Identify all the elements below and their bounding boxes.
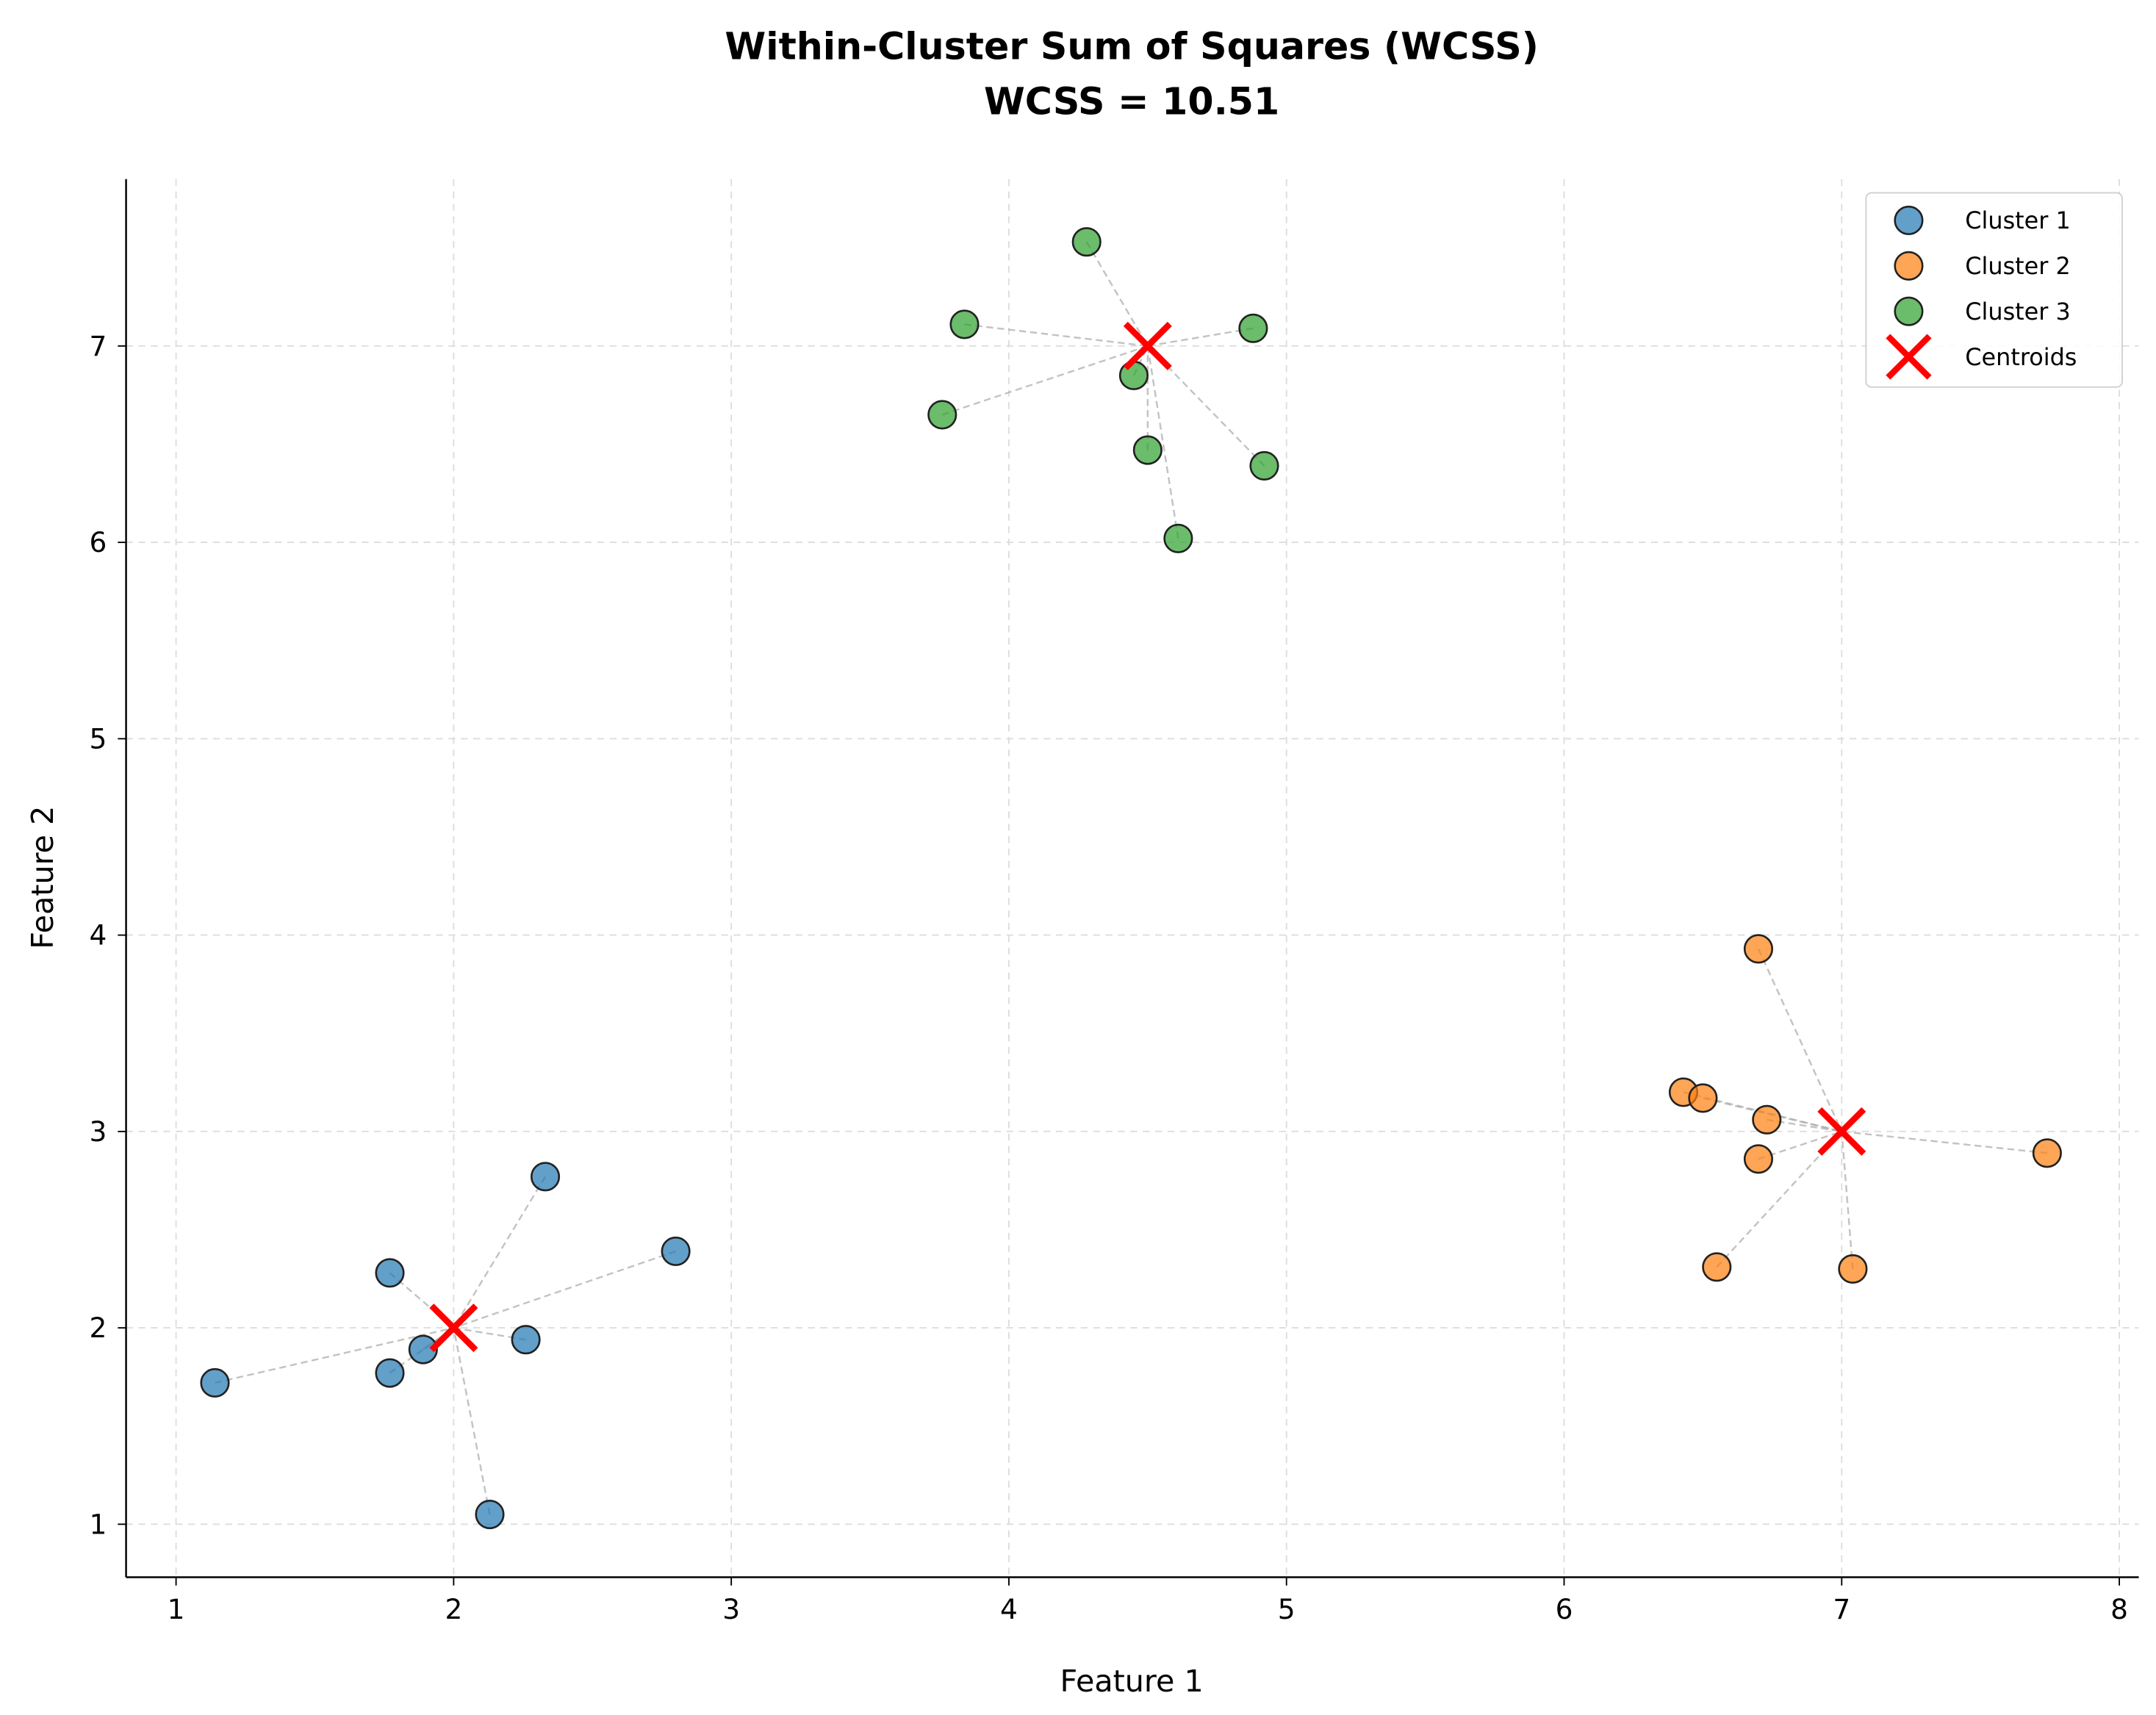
cluster-2-point <box>1743 1144 1774 1174</box>
y-tick-label: 7 <box>89 330 107 362</box>
distance-line <box>1841 1130 2047 1154</box>
distance-line <box>1146 345 1265 467</box>
y-tick-label: 4 <box>89 919 107 952</box>
x-tick-label: 6 <box>1556 1593 1573 1625</box>
legend: Cluster 1 Cluster 2 Cluster 3 Centroids <box>1865 192 2123 388</box>
distance-line <box>1841 1131 1854 1270</box>
cluster-1-point <box>200 1367 230 1398</box>
chart-title: Within-Cluster Sum of Squares (WCSS) <box>725 25 1538 68</box>
x-tick-label: 1 <box>168 1593 185 1625</box>
distance-line <box>1147 327 1254 348</box>
distance-line <box>453 1327 491 1515</box>
x-tick-label: 4 <box>1000 1593 1018 1625</box>
distance-line <box>453 1176 547 1329</box>
y-axis-label: Feature 2 <box>25 806 60 949</box>
distance-line <box>1757 948 1843 1132</box>
legend-marker-cluster-1 <box>1894 205 1924 236</box>
x-tick-label: 8 <box>2110 1593 2128 1625</box>
distance-line <box>1716 1131 1843 1268</box>
cluster-3-point <box>949 309 980 339</box>
y-tick-label: 2 <box>89 1312 107 1344</box>
chart-subtitle: WCSS = 10.51 <box>984 80 1279 123</box>
cluster-1-point <box>511 1325 541 1355</box>
centroid-marker <box>1886 334 1932 380</box>
distance-line <box>453 1250 676 1329</box>
cluster-2-point <box>1743 934 1774 964</box>
data-points <box>200 227 2062 1530</box>
x-tick-label: 7 <box>1833 1593 1850 1625</box>
y-tick-label: 6 <box>89 526 107 558</box>
cluster-1-point <box>375 1358 405 1388</box>
cluster-3-point <box>1071 227 1102 257</box>
x-tick-label: 3 <box>722 1593 740 1625</box>
x-axis-label: Feature 1 <box>1060 1664 1204 1699</box>
cluster-1-point <box>530 1162 561 1192</box>
distance-lines <box>215 241 2047 1515</box>
y-tick-label: 1 <box>89 1508 107 1540</box>
y-tick-label: 3 <box>89 1115 107 1148</box>
centroid-marker <box>1817 1107 1866 1156</box>
distance-line <box>215 1326 454 1384</box>
distance-line <box>941 345 1149 416</box>
cluster-3-point <box>1249 450 1279 481</box>
cluster-2-point <box>1688 1083 1718 1113</box>
cluster-2-point <box>1752 1104 1782 1135</box>
x-tick-label: 2 <box>445 1593 462 1625</box>
cluster-3-point <box>1132 435 1163 465</box>
grid <box>126 179 2139 1578</box>
legend-marker-cluster-2 <box>1894 251 1924 281</box>
cluster-1-point <box>408 1334 438 1365</box>
centroid-marker <box>1123 321 1172 370</box>
cluster-2-point <box>1702 1252 1732 1282</box>
x-tick-label: 5 <box>1278 1593 1296 1625</box>
cluster-2-point <box>1838 1254 1868 1284</box>
cluster-3-point <box>1238 313 1268 343</box>
cluster-3-point <box>1163 523 1193 553</box>
distance-line <box>1085 241 1149 347</box>
y-tick-label: 5 <box>89 722 107 755</box>
cluster-2-point <box>2032 1138 2062 1168</box>
cluster-1-point <box>661 1236 691 1266</box>
legend-label: Cluster 1 <box>1965 206 2070 234</box>
legend-label: Cluster 3 <box>1965 298 2070 326</box>
legend-marker-cluster-3 <box>1894 296 1924 326</box>
cluster-3-point <box>927 400 957 430</box>
cluster-1-point <box>475 1499 505 1530</box>
centroid-marker <box>429 1304 478 1353</box>
distance-line <box>964 323 1148 348</box>
cluster-1-point <box>375 1258 405 1288</box>
ticks: 1 2 3 4 5 6 7 8 1 2 3 4 5 6 7 <box>89 330 2128 1625</box>
centroid-markers <box>429 321 1866 1353</box>
legend-label: Cluster 2 <box>1965 252 2070 280</box>
legend-label: Centroids <box>1965 343 2077 371</box>
